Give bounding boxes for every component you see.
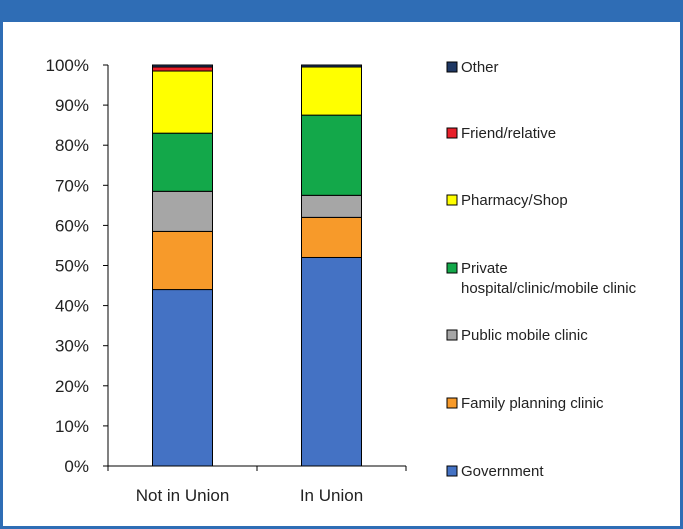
- y-tick-label: 10%: [55, 417, 89, 436]
- legend-swatch: [446, 262, 458, 274]
- legend-label: Government: [461, 463, 544, 480]
- bar-segment: [301, 64, 362, 68]
- y-tick-label: 50%: [55, 257, 89, 276]
- legend-swatch: [446, 397, 458, 409]
- legend-swatch: [446, 61, 458, 73]
- legend-label: Friend/relative: [461, 125, 556, 142]
- y-tick-label: 100%: [46, 56, 89, 75]
- bar-segment: [152, 190, 213, 232]
- bar-segment: [301, 216, 362, 258]
- legend-swatch: [446, 194, 458, 206]
- y-tick-label: 60%: [55, 216, 89, 235]
- legend-swatch: [446, 127, 458, 139]
- bar-segment: [301, 114, 362, 196]
- bar-segment: [152, 66, 213, 72]
- legend-swatch: [446, 465, 458, 477]
- bar-segment: [152, 64, 213, 68]
- y-tick-label: 40%: [55, 297, 89, 316]
- legend-label: Pharmacy/Shop: [461, 192, 568, 209]
- bar-segment: [301, 66, 362, 116]
- bar-segment: [301, 194, 362, 218]
- y-tick-label: 70%: [55, 176, 89, 195]
- bar-segment: [152, 230, 213, 291]
- legend-label: Family planning clinic: [461, 395, 604, 412]
- legend-label: Other: [461, 59, 499, 76]
- y-tick-label: 30%: [55, 337, 89, 356]
- x-category-label: In Union: [300, 486, 363, 505]
- legend-swatch: [446, 329, 458, 341]
- y-tick-label: 20%: [55, 377, 89, 396]
- bar-segment: [301, 256, 362, 467]
- y-tick-label: 0%: [64, 457, 89, 476]
- title-bar: [3, 0, 683, 22]
- bar-segment: [152, 70, 213, 134]
- legend-label: Private hospital/clinic/mobile clinic: [461, 260, 637, 297]
- legend-label: Public mobile clinic: [461, 327, 588, 344]
- y-tick-label: 80%: [55, 136, 89, 155]
- y-tick-label: 90%: [55, 96, 89, 115]
- bar-segment: [152, 289, 213, 467]
- bar-segment: [152, 132, 213, 192]
- x-category-label: Not in Union: [136, 486, 230, 505]
